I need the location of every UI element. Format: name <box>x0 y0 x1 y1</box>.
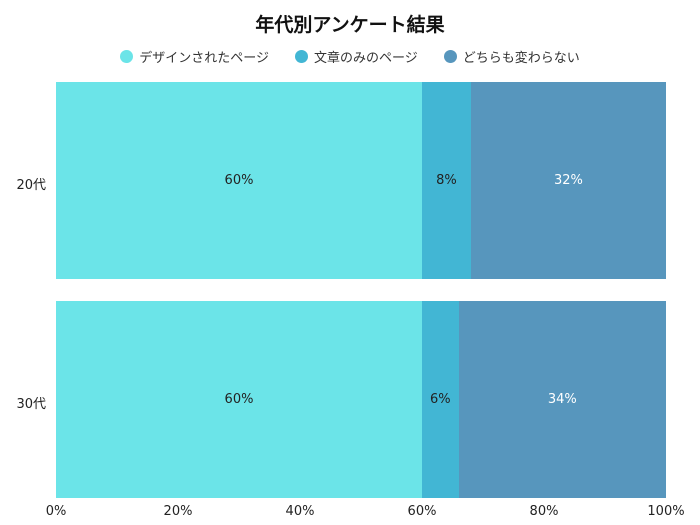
legend-label: デザインされたページ <box>139 51 269 66</box>
legend-label: 文章のみのページ <box>313 51 418 66</box>
y-label-20s: 20代 <box>16 178 46 193</box>
x-tick: 40% <box>285 504 315 519</box>
legend: デザインされたページ 文章のみのページ どちらも変わらない <box>0 47 700 66</box>
legend-item-text-only[interactable]: 文章のみのページ <box>294 47 418 66</box>
legend-dot-icon <box>443 50 457 63</box>
x-tick: 0% <box>45 504 67 519</box>
x-tick: 100% <box>647 504 685 519</box>
x-tick: 60% <box>407 504 437 519</box>
bar-20s: 60% 8% 32% <box>56 82 666 279</box>
segment-designed[interactable]: 60% <box>56 82 422 279</box>
x-tick: 20% <box>163 504 193 519</box>
legend-item-no-difference[interactable]: どちらも変わらない <box>443 47 580 66</box>
segment-no-difference[interactable]: 32% <box>470 82 666 279</box>
y-label-30s: 30代 <box>16 397 46 412</box>
segment-text-only[interactable]: 6% <box>422 301 459 498</box>
bar-30s: 60% 6% 34% <box>56 301 666 498</box>
legend-label: どちらも変わらない <box>462 51 580 66</box>
legend-dot-icon <box>294 50 308 63</box>
legend-item-designed[interactable]: デザインされたページ <box>120 47 269 66</box>
chart-title: 年代別アンケート結果 <box>255 14 445 36</box>
segment-text-only[interactable]: 8% <box>422 82 471 279</box>
segment-designed[interactable]: 60% <box>56 301 422 498</box>
legend-dot-icon <box>120 50 134 63</box>
x-tick: 80% <box>529 504 559 519</box>
segment-no-difference[interactable]: 34% <box>458 301 666 498</box>
plot-area: 60% 8% 32% 60% 6% 34% <box>56 82 666 498</box>
